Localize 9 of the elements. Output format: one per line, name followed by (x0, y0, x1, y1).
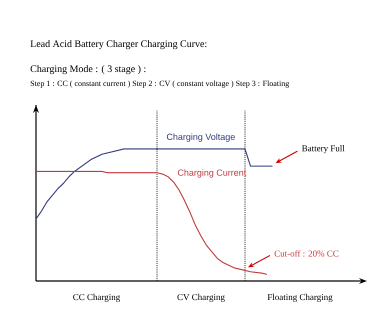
text: CV Charging (177, 294, 225, 302)
chart-title: Lead Acid Battery Charger Charging Curve: (30, 40, 206, 50)
annotation: Battery Full (302, 145, 345, 154)
chart-subtitle: Charging Mode : ( 3 stage ) : (30, 65, 146, 74)
annotation: Cut-off : 20% CC (274, 250, 338, 257)
text: CC Charging (73, 294, 120, 302)
series-label: Charging Voltage (166, 133, 235, 142)
text: Floating Charging (268, 294, 333, 302)
series-label: Charging Current (178, 169, 246, 178)
